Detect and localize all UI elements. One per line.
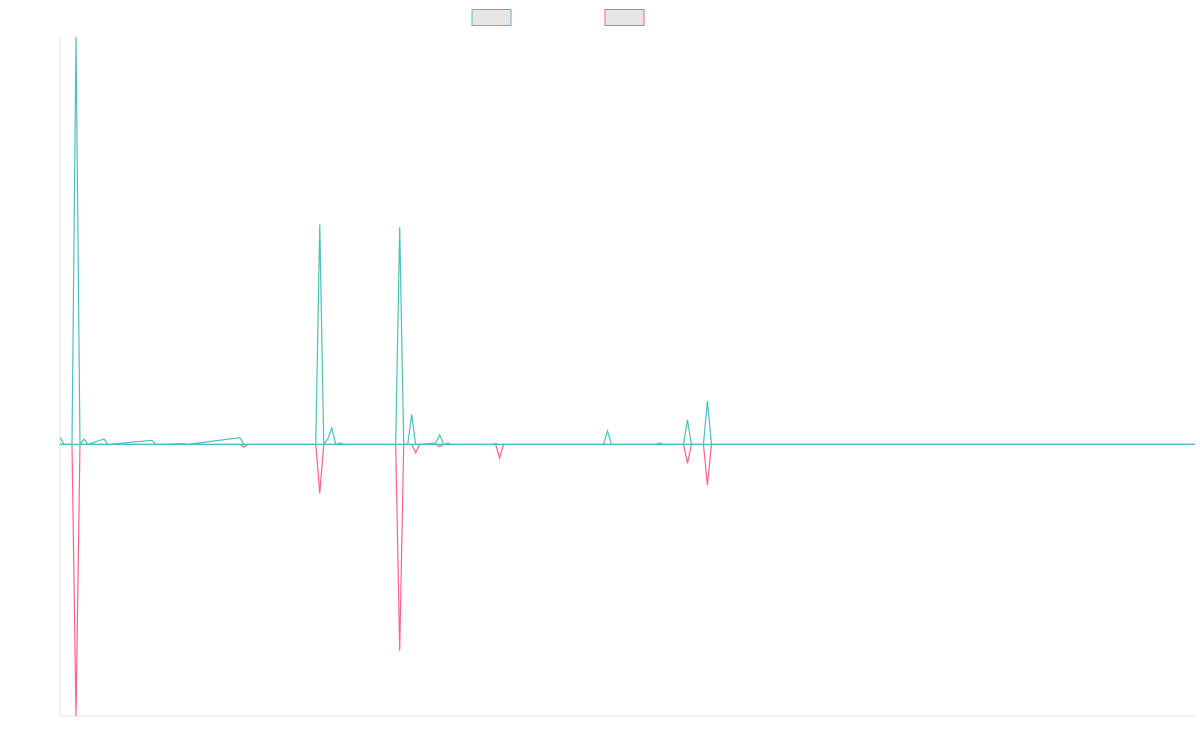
series-layer (59, 36, 1195, 717)
axes (59, 37, 1195, 717)
legend-swatch-2[interactable] (604, 9, 645, 26)
legend[interactable] (471, 9, 645, 26)
series-line-2 (60, 443, 1195, 717)
legend-swatch-1[interactable] (471, 9, 512, 26)
series-line-1 (59, 36, 1195, 447)
